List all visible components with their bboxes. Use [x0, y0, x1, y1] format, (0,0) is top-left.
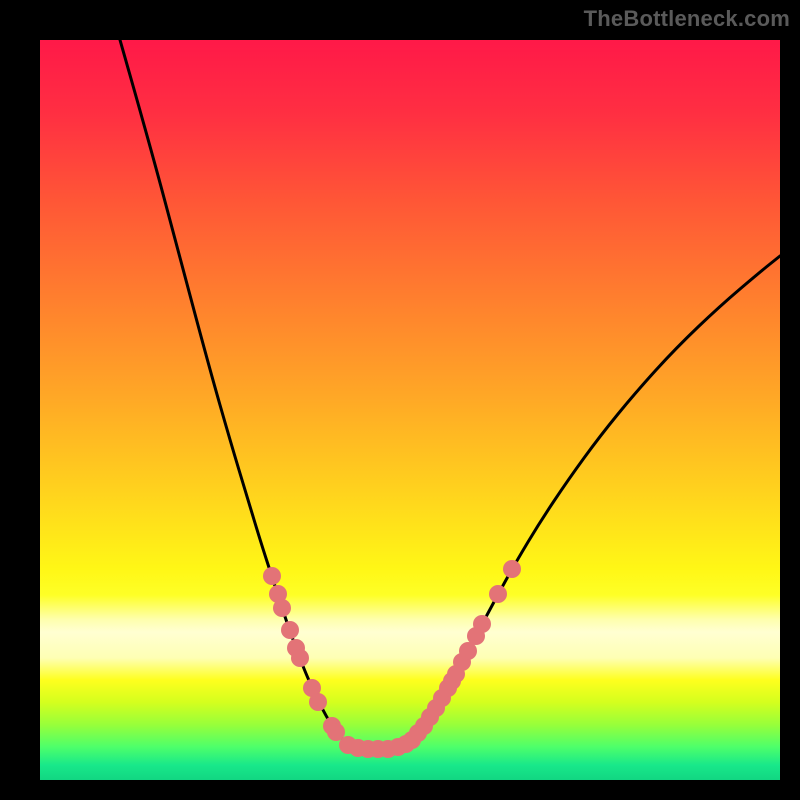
data-marker — [503, 560, 521, 578]
data-marker — [263, 567, 281, 585]
data-marker — [489, 585, 507, 603]
bottleneck-chart — [0, 0, 800, 800]
watermark-label: TheBottleneck.com — [584, 6, 790, 32]
root-container: TheBottleneck.com — [0, 0, 800, 800]
data-marker — [291, 649, 309, 667]
data-marker — [281, 621, 299, 639]
data-marker — [273, 599, 291, 617]
data-marker — [473, 615, 491, 633]
data-marker — [309, 693, 327, 711]
